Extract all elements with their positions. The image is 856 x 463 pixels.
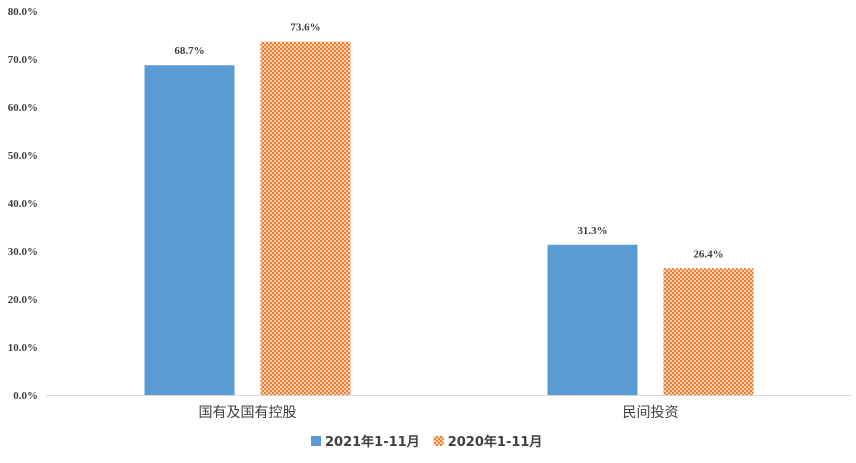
y-tick-label: 70.0%	[8, 54, 38, 66]
bar	[260, 41, 351, 395]
category-labels: 国有及国有控股 民间投资	[199, 405, 679, 421]
bars: 68.7% 73.6% 31.3% 26.4%	[144, 22, 754, 396]
legend-label: 2020年1-11月	[448, 434, 543, 450]
data-label: 31.3%	[577, 225, 607, 237]
legend-label: 2021年1-11月	[325, 434, 420, 450]
data-label: 26.4%	[693, 248, 723, 260]
data-label: 68.7%	[174, 45, 204, 57]
bar	[144, 65, 235, 396]
y-tick-label: 80.0%	[8, 6, 38, 18]
y-tick-label: 20.0%	[8, 294, 38, 306]
x-category-label: 国有及国有控股	[199, 405, 297, 421]
y-axis: 0.0% 10.0% 20.0% 30.0% 40.0% 50.0% 60.0% 70.0% 8…	[8, 6, 38, 402]
y-tick-label: 60.0%	[8, 102, 38, 114]
x-category-label: 民间投资	[623, 405, 679, 421]
legend-swatch	[433, 436, 444, 446]
y-tick-label: 50.0%	[8, 150, 38, 162]
data-label: 73.6%	[290, 22, 320, 34]
bar	[663, 268, 754, 395]
y-tick-label: 0.0%	[13, 390, 38, 402]
y-tick-label: 30.0%	[8, 246, 38, 258]
legend: 2021年1-11月 2020年1-11月	[311, 434, 542, 450]
y-tick-label: 10.0%	[8, 342, 38, 354]
legend-swatch	[311, 436, 321, 446]
bar	[547, 244, 638, 395]
y-tick-label: 40.0%	[8, 198, 38, 210]
